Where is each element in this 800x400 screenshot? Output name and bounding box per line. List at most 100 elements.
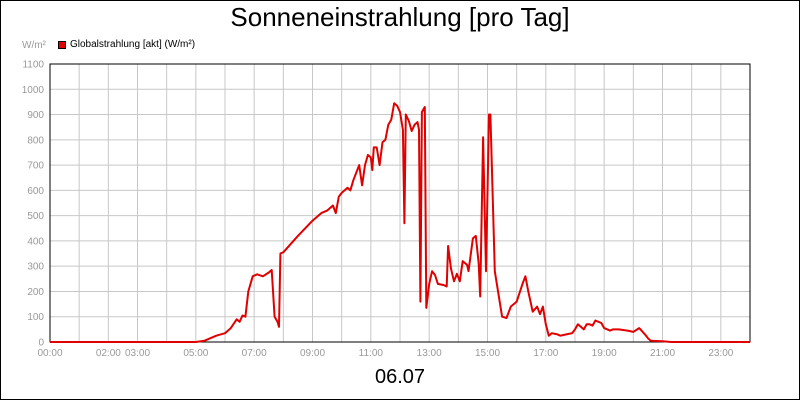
data-point bbox=[446, 285, 448, 287]
data-point bbox=[418, 129, 420, 131]
data-point bbox=[424, 106, 426, 108]
data-point bbox=[443, 284, 445, 286]
y-tick-label: 200 bbox=[27, 287, 44, 298]
data-point bbox=[565, 333, 567, 335]
data-point bbox=[618, 328, 620, 330]
data-point bbox=[425, 307, 427, 309]
data-point bbox=[431, 270, 433, 272]
data-point bbox=[494, 270, 496, 272]
data-point bbox=[244, 316, 246, 318]
data-point bbox=[447, 245, 449, 247]
data-point bbox=[551, 332, 553, 334]
data-point bbox=[594, 319, 597, 322]
x-tick-label: 19:00 bbox=[592, 348, 617, 359]
data-point bbox=[411, 130, 413, 132]
x-tick-label: 05:00 bbox=[183, 348, 208, 359]
data-point bbox=[195, 341, 197, 343]
data-point bbox=[271, 269, 273, 271]
data-point bbox=[650, 340, 652, 342]
data-point bbox=[262, 275, 264, 277]
data-point bbox=[370, 156, 372, 159]
data-point bbox=[326, 210, 328, 212]
data-point bbox=[527, 290, 529, 293]
data-point bbox=[505, 317, 508, 319]
data-point bbox=[542, 306, 544, 308]
data-point bbox=[376, 146, 378, 148]
data-point bbox=[230, 327, 232, 329]
y-tick-label: 300 bbox=[27, 262, 44, 273]
series-line bbox=[50, 102, 750, 343]
data-point bbox=[209, 337, 211, 339]
data-point bbox=[236, 318, 238, 320]
data-point bbox=[241, 314, 244, 317]
data-point bbox=[335, 212, 337, 214]
data-point bbox=[332, 204, 334, 207]
data-point bbox=[536, 306, 538, 308]
data-point bbox=[276, 321, 279, 323]
data-point bbox=[215, 335, 217, 337]
data-point bbox=[204, 340, 206, 342]
data-point bbox=[361, 184, 363, 186]
data-point bbox=[358, 164, 360, 166]
data-point bbox=[364, 164, 366, 166]
data-point bbox=[485, 270, 487, 272]
data-point bbox=[545, 323, 547, 325]
data-point bbox=[341, 192, 343, 194]
data-point bbox=[501, 316, 503, 318]
data-point bbox=[393, 102, 395, 104]
x-tick-label: 17:00 bbox=[533, 348, 558, 359]
legend-swatch bbox=[58, 40, 66, 49]
x-tick-label: 07:00 bbox=[242, 348, 267, 359]
data-point bbox=[482, 136, 484, 138]
data-point bbox=[256, 273, 258, 275]
data-point bbox=[574, 328, 576, 330]
data-point bbox=[583, 328, 585, 330]
data-point bbox=[434, 274, 436, 276]
data-point bbox=[416, 121, 419, 123]
data-point bbox=[274, 316, 276, 318]
data-point bbox=[224, 332, 226, 334]
data-point bbox=[379, 164, 381, 166]
x-axis-ticks: 00:00 02:00 03:00 05:00 07:00 09:00 11:00 13:00… bbox=[37, 348, 733, 359]
x-tick-label: 13:00 bbox=[417, 348, 442, 359]
y-tick-label: 1000 bbox=[22, 85, 45, 96]
data-point bbox=[479, 295, 481, 298]
data-point bbox=[612, 328, 614, 330]
data-point bbox=[749, 341, 751, 343]
legend-label: Globalstrahlung [akt] (W/m²) bbox=[70, 39, 196, 50]
y-tick-label: 800 bbox=[27, 135, 44, 146]
data-point bbox=[252, 275, 254, 277]
data-point bbox=[453, 280, 455, 282]
y-tick-label: 0 bbox=[38, 338, 44, 349]
data-point bbox=[472, 237, 474, 239]
data-point bbox=[466, 264, 468, 266]
x-tick-label: 09:00 bbox=[300, 348, 325, 359]
data-point bbox=[571, 332, 573, 334]
data-point bbox=[510, 306, 512, 308]
data-point bbox=[644, 333, 646, 335]
y-tick-label: 700 bbox=[27, 161, 44, 172]
data-point bbox=[600, 322, 602, 324]
data-point bbox=[247, 290, 249, 293]
x-tick-label: 23:00 bbox=[708, 348, 733, 359]
y-unit-label: W/m² bbox=[22, 40, 46, 51]
legend: Globalstrahlung [akt] (W/m²) bbox=[58, 39, 195, 50]
data-point bbox=[419, 301, 421, 303]
data-point bbox=[390, 119, 392, 121]
data-point bbox=[577, 323, 579, 325]
data-point bbox=[297, 235, 299, 237]
data-point bbox=[387, 124, 389, 126]
data-point bbox=[405, 113, 407, 116]
data-point bbox=[539, 313, 541, 315]
data-point bbox=[462, 260, 464, 262]
y-tick-label: 900 bbox=[27, 110, 44, 121]
data-point bbox=[516, 301, 518, 303]
data-point bbox=[338, 196, 340, 198]
data-point bbox=[371, 169, 373, 171]
data-point bbox=[609, 330, 611, 332]
grid bbox=[49, 63, 751, 343]
data-point bbox=[559, 335, 562, 337]
data-point bbox=[384, 139, 386, 141]
data-point bbox=[532, 311, 534, 313]
